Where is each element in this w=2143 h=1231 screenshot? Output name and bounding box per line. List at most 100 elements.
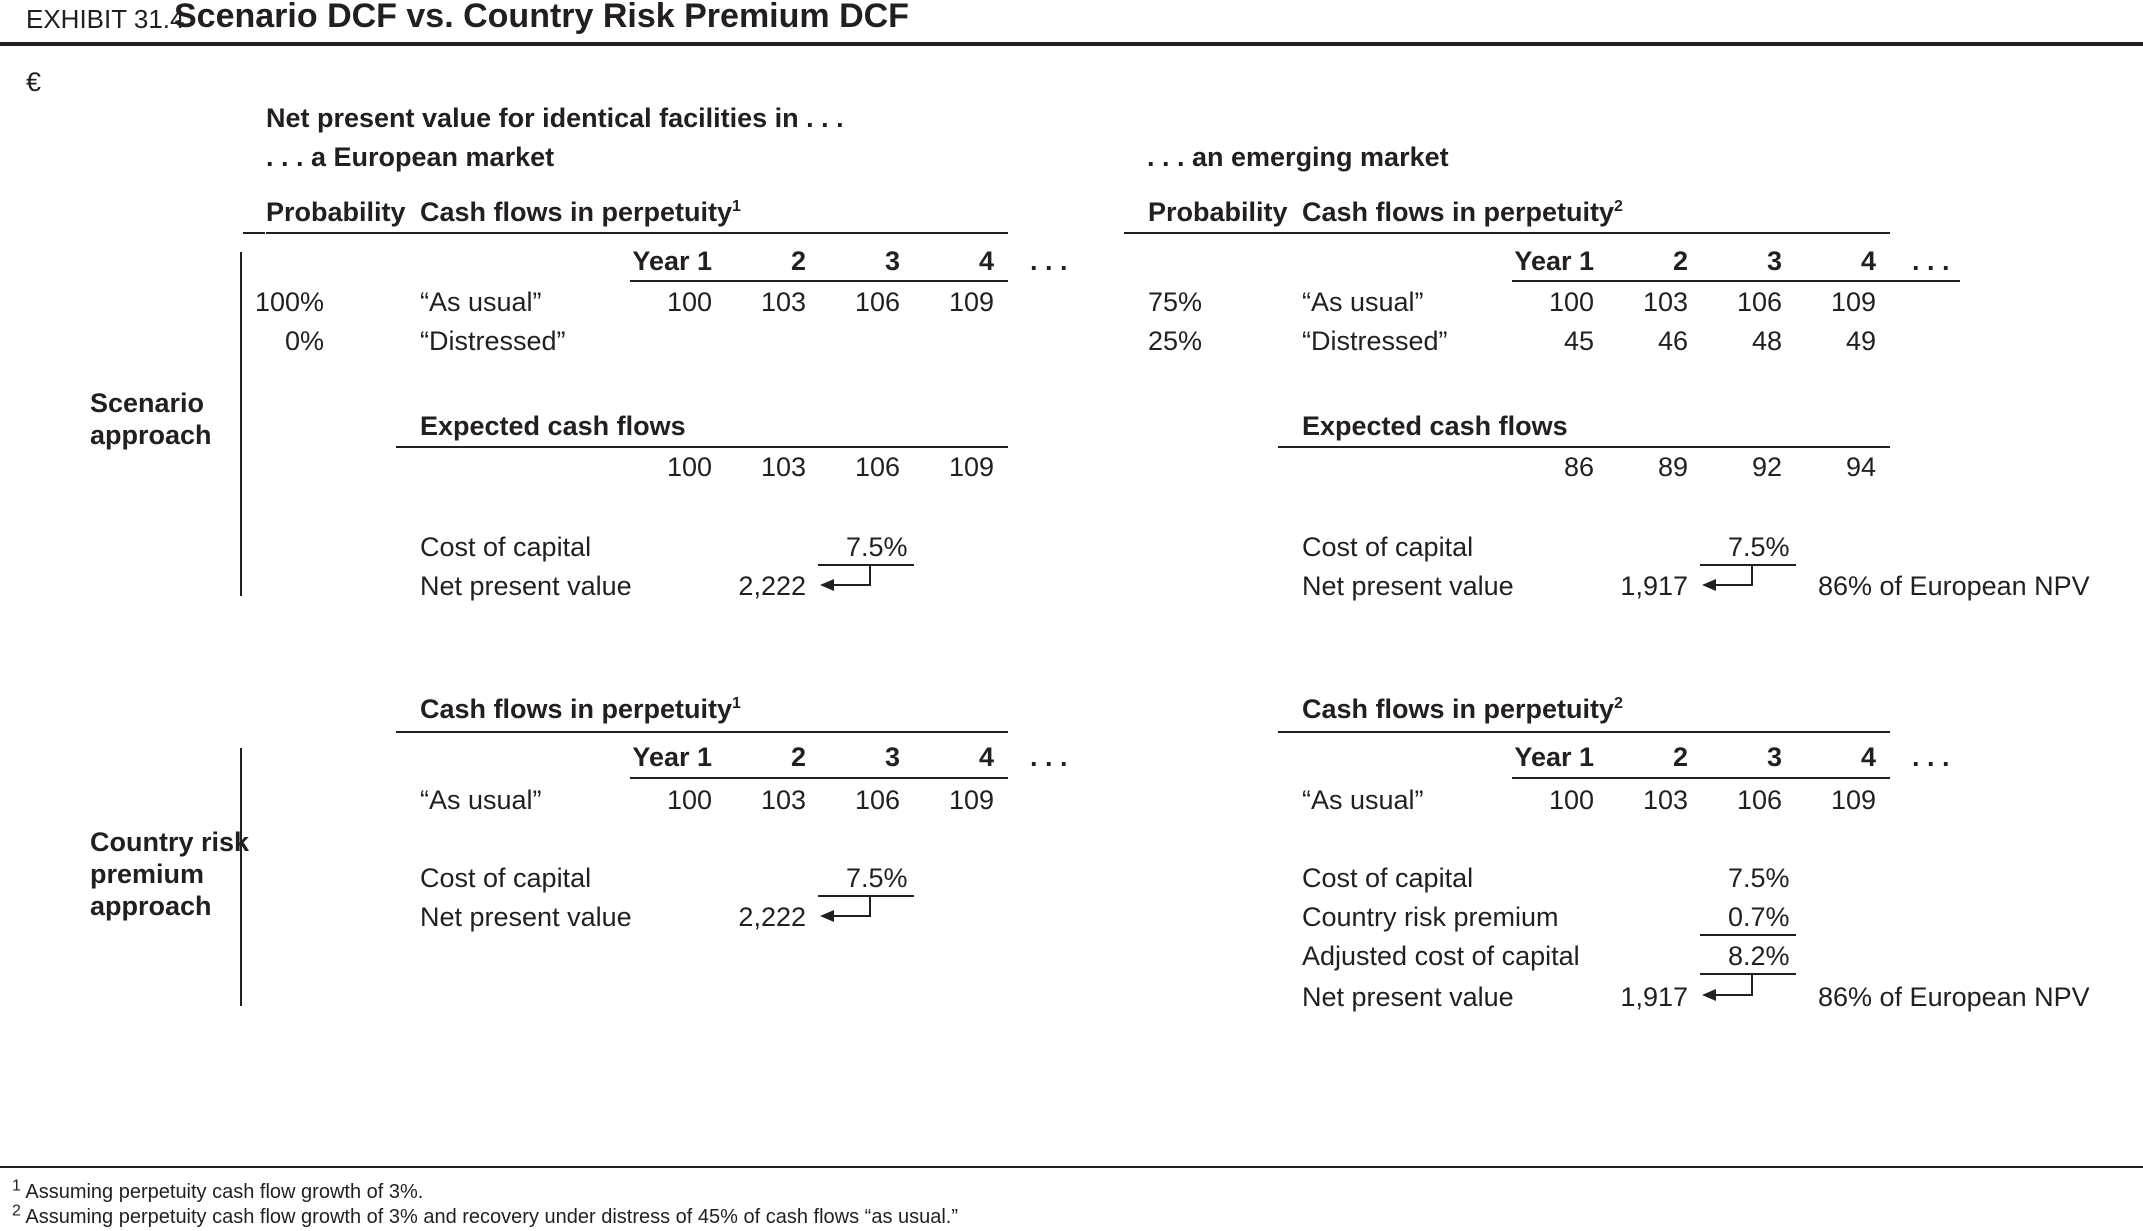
eu-crp-value: 109 (948, 785, 994, 815)
em-crp-npv: 1,917 (1620, 982, 1688, 1012)
eu-crp-value: 106 (854, 785, 900, 815)
em-crp-cost-label: Cost of capital (1302, 863, 1474, 893)
em-row-label: “As usual” (1302, 287, 1424, 317)
year-header: 3 (884, 742, 900, 772)
eu-crp-npv: 2,222 (738, 902, 806, 932)
em-value: 103 (1642, 287, 1688, 317)
year-header: Year 1 (1514, 742, 1594, 772)
eu-expected-label: Expected cash flows (420, 411, 686, 441)
em-expected-label: Expected cash flows (1302, 411, 1568, 441)
exhibit-label: EXHIBIT 31.4 (26, 4, 185, 34)
eu-prob: 100% (254, 287, 324, 317)
arrow-icon (1702, 565, 1753, 591)
scenario-label-2: approach (90, 420, 212, 450)
crp-label-1: Country risk (90, 827, 250, 857)
em-prob-header: Probability (1148, 197, 1288, 227)
exhibit-title: Scenario DCF vs. Country Risk Premium DC… (174, 0, 909, 35)
footnote-1: 1 Assuming perpetuity cash flow growth o… (12, 1177, 424, 1203)
em-expected: 94 (1845, 452, 1876, 482)
em-crp-value: 103 (1642, 785, 1688, 815)
em-npv-note: 86% of European NPV (1818, 571, 2090, 601)
em-value: 100 (1548, 287, 1594, 317)
eu-value: 106 (854, 287, 900, 317)
em-value: 106 (1736, 287, 1782, 317)
eu-expected: 106 (854, 452, 900, 482)
em-value: 48 (1751, 326, 1782, 356)
em-crp-value: 100 (1548, 785, 1594, 815)
eu-row-label: “As usual” (420, 287, 542, 317)
footnote-2: 2 Assuming perpetuity cash flow growth o… (12, 1202, 959, 1228)
ellipsis: . . . (1912, 246, 1950, 276)
scenario-bracket (240, 252, 242, 596)
eu-row-label: “Distressed” (420, 326, 566, 356)
year-header: 2 (1672, 246, 1688, 276)
eu-npv-label: Net present value (420, 571, 632, 601)
arrow-icon (1702, 975, 1753, 1001)
eu-crp-value: 100 (666, 785, 712, 815)
ellipsis: . . . (1030, 246, 1068, 276)
year-header: 4 (1860, 246, 1876, 276)
footnote-rule (0, 1166, 2143, 1168)
eu-expected: 103 (760, 452, 806, 482)
em-cost: 7.5% (1728, 532, 1790, 562)
em-crp-cost: 7.5% (1728, 863, 1790, 893)
scenario-label-1: Scenario (90, 388, 205, 418)
eu-value: 103 (760, 287, 806, 317)
eu-crp-cf-header: Cash flows in perpetuity1 (420, 694, 741, 724)
title-rule (0, 42, 2143, 46)
eu-cf-header: Cash flows in perpetuity1 (420, 197, 741, 227)
arrow-icon (820, 896, 871, 922)
arrow-icon (820, 565, 871, 591)
em-cost-label: Cost of capital (1302, 532, 1474, 562)
emerging-market-label: . . . an emerging market (1147, 142, 1449, 172)
em-npv-label: Net present value (1302, 571, 1514, 601)
crp-label-2: premium (90, 859, 205, 889)
ellipsis: . . . (1030, 742, 1068, 772)
em-value: 109 (1830, 287, 1876, 317)
em-crp-cf-header: Cash flows in perpetuity2 (1302, 694, 1623, 724)
eu-expected: 100 (666, 452, 712, 482)
em-expected: 92 (1751, 452, 1782, 482)
em-crp-value: 106 (1736, 785, 1782, 815)
year-header: 3 (884, 246, 900, 276)
em-cf-header: Cash flows in perpetuity2 (1302, 197, 1623, 227)
year-header: 3 (1766, 742, 1782, 772)
ellipsis: . . . (1912, 742, 1950, 772)
em-value: 49 (1845, 326, 1876, 356)
year-header: Year 1 (1514, 246, 1594, 276)
year-header: 3 (1766, 246, 1782, 276)
crp-label-3: approach (90, 891, 212, 921)
eu-crp-npv-label: Net present value (420, 902, 632, 932)
eu-prob-header: Probability (266, 197, 406, 227)
em-npv: 1,917 (1620, 571, 1688, 601)
year-header: Year 1 (632, 246, 712, 276)
em-expected: 86 (1563, 452, 1594, 482)
european-market-label: . . . a European market (266, 142, 555, 172)
year-header: 4 (978, 246, 994, 276)
year-header: 2 (790, 246, 806, 276)
em-crp-premium-label: Country risk premium (1302, 902, 1559, 932)
em-value: 45 (1563, 326, 1594, 356)
eu-value: 100 (666, 287, 712, 317)
eu-cost-label: Cost of capital (420, 532, 592, 562)
em-crp-value: 109 (1830, 785, 1876, 815)
em-crp-adj-label: Adjusted cost of capital (1302, 941, 1580, 971)
em-value: 46 (1657, 326, 1688, 356)
year-header: 4 (1860, 742, 1876, 772)
eu-cost: 7.5% (846, 532, 908, 562)
year-header: 4 (978, 742, 994, 772)
eu-expected: 109 (948, 452, 994, 482)
eu-value: 109 (948, 287, 994, 317)
year-header: 2 (1672, 742, 1688, 772)
em-crp-row-label: “As usual” (1302, 785, 1424, 815)
em-prob: 25% (1148, 326, 1203, 356)
em-crp-adj: 8.2% (1728, 941, 1790, 971)
em-expected: 89 (1657, 452, 1688, 482)
eu-crp-value: 103 (760, 785, 806, 815)
em-crp-premium: 0.7% (1728, 902, 1790, 932)
crp-bracket (240, 748, 242, 1006)
intro-text: Net present value for identical faciliti… (266, 103, 844, 133)
em-crp-npv-note: 86% of European NPV (1818, 982, 2090, 1012)
year-header: 2 (790, 742, 806, 772)
eu-crp-cost-label: Cost of capital (420, 863, 592, 893)
